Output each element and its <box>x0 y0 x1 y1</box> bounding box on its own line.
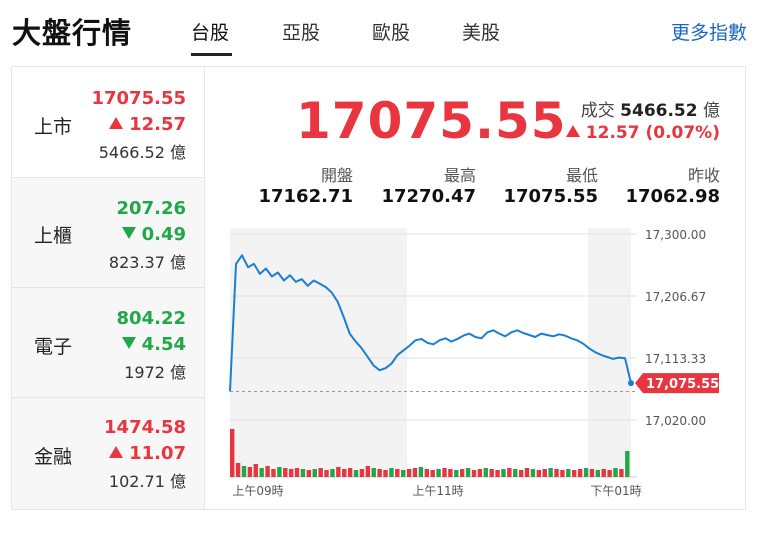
market-name: 上櫃 <box>34 225 73 247</box>
tab-us[interactable]: 美股 <box>462 22 501 44</box>
market-item-electronics[interactable]: 電子 804.22 4.54 1972 億 <box>12 288 204 398</box>
market-value: 207.26 <box>116 198 186 219</box>
market-volume: 823.37 億 <box>108 253 186 272</box>
more-indices-link[interactable]: 更多指數 <box>670 22 747 44</box>
market-item-otc[interactable]: 上櫃 207.26 0.49 823.37 億 <box>12 178 204 288</box>
market-value: 1474.58 <box>104 417 186 438</box>
market-name: 金融 <box>34 446 73 468</box>
market-name: 電子 <box>34 336 73 358</box>
trade-volume-label: 成交 <box>580 101 615 121</box>
market-item-twse[interactable]: 上市 17075.55 12.57 5466.52 億 <box>12 67 204 178</box>
up-arrow-icon <box>109 117 124 129</box>
market-item-finance[interactable]: 金融 1474.58 11.07 102.71 億 <box>12 398 204 509</box>
trade-volume: 成交 5466.52 億 <box>581 96 720 121</box>
market-change-value: 12.57 <box>129 114 186 135</box>
stat-high-value: 17270.47 <box>381 186 476 207</box>
index-change-text: 12.57 (0.07%) <box>585 123 720 143</box>
stat-prevclose-value: 17062.98 <box>625 186 720 207</box>
down-arrow-icon <box>121 337 136 349</box>
trade-volume-unit: 億 <box>703 101 720 121</box>
stat-low-label: 最低 <box>565 166 598 185</box>
header: 大盤行情 台股 亞股 歐股 美股 更多指數 <box>0 0 767 60</box>
market-panel: 上市 17075.55 12.57 5466.52 億 上櫃 207.26 0.… <box>11 66 746 510</box>
market-volume: 5466.52 億 <box>98 143 186 162</box>
market-change-value: 4.54 <box>141 334 186 355</box>
market-volume: 1972 億 <box>124 363 186 382</box>
market-value: 804.22 <box>116 308 186 329</box>
index-price: 17075.55 <box>296 92 567 150</box>
stat-low-value: 17075.55 <box>503 186 598 207</box>
market-value: 17075.55 <box>91 88 186 109</box>
market-volume: 102.71 億 <box>108 472 186 491</box>
market-change: 11.07 <box>109 443 186 464</box>
active-tab-indicator <box>191 53 232 56</box>
tab-tw[interactable]: 台股 <box>191 22 230 44</box>
stat-high-label: 最高 <box>443 166 476 185</box>
market-name: 上市 <box>34 116 73 138</box>
market-sidebar: 上市 17075.55 12.57 5466.52 億 上櫃 207.26 0.… <box>12 67 205 509</box>
page-title: 大盤行情 <box>12 16 133 50</box>
market-change: 4.54 <box>121 334 186 355</box>
market-change-value: 11.07 <box>129 443 186 464</box>
market-change: 12.57 <box>109 114 186 135</box>
up-arrow-icon <box>109 446 124 458</box>
tab-asia[interactable]: 亞股 <box>282 22 321 44</box>
market-change: 0.49 <box>121 224 186 245</box>
tab-europe[interactable]: 歐股 <box>372 22 411 44</box>
stat-prevclose-label: 昨收 <box>687 166 720 185</box>
down-arrow-icon <box>121 227 136 239</box>
market-change-value: 0.49 <box>141 224 186 245</box>
index-change: 12.57 (0.07%) <box>565 123 720 143</box>
stat-open-value: 17162.71 <box>258 186 353 207</box>
stat-open-label: 開盤 <box>320 166 353 185</box>
up-arrow-icon <box>565 125 580 137</box>
trade-volume-value: 5466.52 <box>620 101 698 121</box>
